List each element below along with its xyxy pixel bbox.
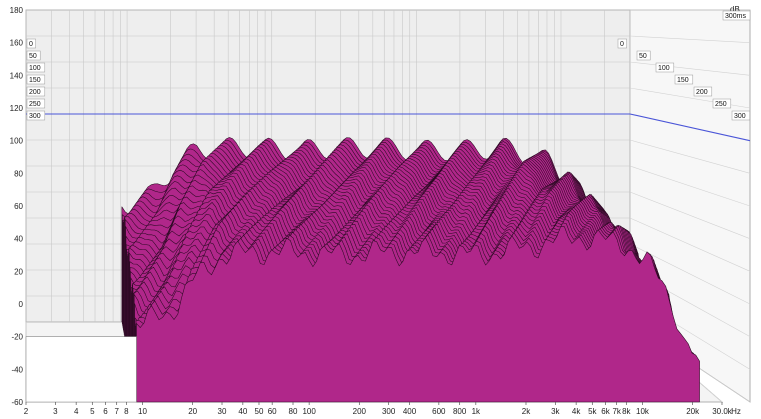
slice-time-tag-right: 300 xyxy=(734,113,746,120)
slice-time-tag-right-box xyxy=(693,86,713,97)
x-tick-label: 4 xyxy=(74,407,79,416)
x-tick-label: 8 xyxy=(124,407,129,416)
time-unit-tag: 300ms xyxy=(725,13,747,20)
y-tick-label: 140 xyxy=(10,71,24,80)
floor-blank xyxy=(25,336,137,403)
waterfall-slice xyxy=(136,226,700,403)
x-tick-label: 4k xyxy=(572,407,581,416)
slice-time-tag-right: 50 xyxy=(639,53,647,60)
slice-time-tag-right: 150 xyxy=(677,77,689,84)
slice-time-tag-left: 300 xyxy=(29,113,41,120)
x-tick-label: 600 xyxy=(432,407,446,416)
x-tick-label: 40 xyxy=(238,407,247,416)
grid-line-side xyxy=(629,243,751,305)
x-tick-label: 6k xyxy=(601,407,610,416)
time-unit-tag-box xyxy=(722,10,751,21)
grid-line-side xyxy=(629,139,751,174)
grid-line-side xyxy=(629,217,751,272)
x-tick-label: 2k xyxy=(522,407,531,416)
y-unit-label: dB xyxy=(730,5,740,14)
x-tick-label: 80 xyxy=(289,407,298,416)
slice-time-tag-left: 100 xyxy=(29,65,41,72)
slice-time-tag-right-box xyxy=(731,110,751,121)
x-tick-label: 30 xyxy=(218,407,227,416)
slice-time-tag-right: 100 xyxy=(658,65,670,72)
grid-line-side xyxy=(629,191,751,239)
x-tick-label: 10k xyxy=(636,407,650,416)
x-tick-label: 800 xyxy=(453,407,467,416)
y-tick-label: -40 xyxy=(11,365,23,374)
y-tick-label: 40 xyxy=(14,235,23,244)
x-unit-label: Hz xyxy=(731,407,741,416)
slice-time-tag-right: 200 xyxy=(696,89,708,96)
slice-time-tag-left: 0 xyxy=(29,41,33,48)
slice-time-tag-left-box xyxy=(26,38,36,49)
x-tick-label: 7k xyxy=(612,407,621,416)
reference-line-side xyxy=(629,113,751,142)
slice-time-tag-left: 250 xyxy=(29,101,41,108)
grid-line-side xyxy=(629,165,751,207)
grid-line-side xyxy=(629,35,751,43)
slice-time-tag-right-box xyxy=(712,98,732,109)
x-tick-label: 3k xyxy=(551,407,560,416)
slice-time-tag-right-box xyxy=(617,38,627,49)
x-tick-label: 50 xyxy=(255,407,264,416)
slice-time-tag-left-box xyxy=(26,62,46,73)
x-tick-label: 5 xyxy=(90,407,95,416)
slice-time-tag-left: 150 xyxy=(29,77,41,84)
x-tick-label: 2 xyxy=(24,407,29,416)
x-tick-label: 3 xyxy=(53,407,58,416)
x-tick-label: 300 xyxy=(382,407,396,416)
x-tick-label: 200 xyxy=(353,407,367,416)
y-tick-label: 80 xyxy=(14,169,23,178)
slice-time-tag-right: 0 xyxy=(620,41,624,48)
slice-time-tag-right: 250 xyxy=(715,101,727,108)
x-tick-label: 20 xyxy=(188,407,197,416)
y-tick-label: 120 xyxy=(10,104,24,113)
x-tick-label: 20k xyxy=(686,407,700,416)
slice-time-tag-left: 200 xyxy=(29,89,41,96)
x-tick-label: 100 xyxy=(302,407,316,416)
y-tick-label: 180 xyxy=(10,6,24,15)
slice-time-tag-left-box xyxy=(26,74,46,85)
x-tick-label: 10 xyxy=(138,407,147,416)
slice-time-tag-left: 50 xyxy=(29,53,37,60)
x-tick-label: 400 xyxy=(403,407,417,416)
slice-time-tag-right-box xyxy=(655,62,675,73)
slice-time-tag-left-box xyxy=(26,110,46,121)
x-tick-label: 7 xyxy=(114,407,119,416)
x-tick-label: 1k xyxy=(472,407,481,416)
y-tick-label: -20 xyxy=(11,333,23,342)
grid-line-side xyxy=(629,61,751,76)
y-tick-label: 60 xyxy=(14,202,23,211)
y-tick-label: 20 xyxy=(14,267,23,276)
slice-time-tag-left-box xyxy=(26,50,41,61)
x-tick-label: 60 xyxy=(268,407,277,416)
slice-time-tag-left-box xyxy=(26,98,46,109)
x-tick-label: 5k xyxy=(588,407,597,416)
x-tick-label: 30.0k xyxy=(712,407,733,416)
y-tick-label: -60 xyxy=(11,398,23,407)
y-tick-label: 160 xyxy=(10,39,24,48)
x-tick-label: 8k xyxy=(622,407,631,416)
y-tick-label: 100 xyxy=(10,137,24,146)
slice-time-tag-right-box xyxy=(636,50,651,61)
x-tick-label: 6 xyxy=(103,407,108,416)
slice-time-tag-left-box xyxy=(26,86,46,97)
slice-time-tag-right-box xyxy=(674,74,694,85)
y-tick-label: 0 xyxy=(19,300,24,309)
